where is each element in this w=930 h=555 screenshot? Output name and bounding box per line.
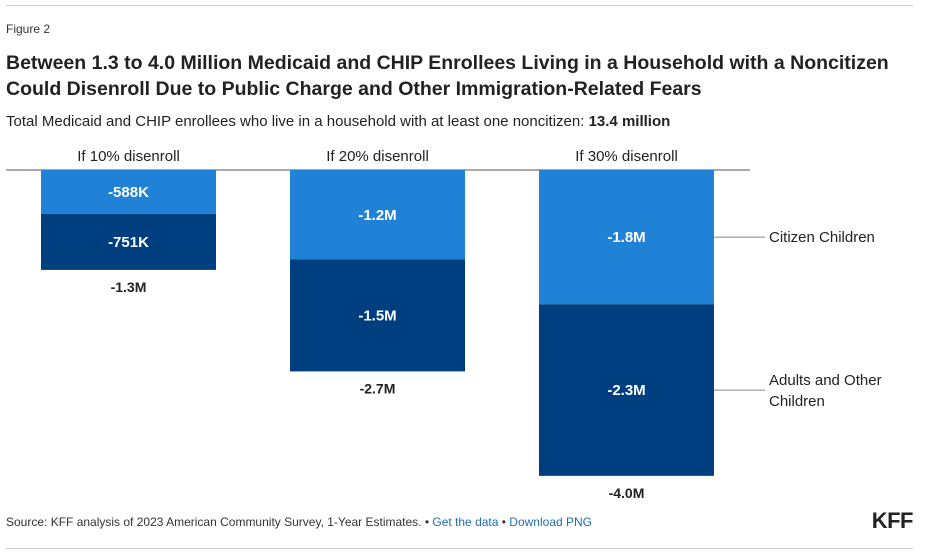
bar-segment-adults-other-children [539,304,714,476]
data-label: -588K [108,184,149,201]
category-label: If 30% disenroll [575,148,678,165]
total-label: -1.3M [111,279,147,295]
data-label: -1.2M [358,207,396,224]
subtitle-value: 13.4 million [588,113,671,130]
stacked-bar-chart: If 10% disenroll -588K -751K -1.3M If 20% di… [6,148,882,501]
source-text: Source: KFF analysis of 2023 American Co… [6,515,433,529]
source-note: Source: KFF analysis of 2023 American Co… [6,515,592,529]
data-label: -2.3M [607,382,645,399]
kff-logo: KFF [871,508,914,533]
data-label: -751K [108,234,149,251]
total-label: -4.0M [609,485,645,501]
category-label: If 10% disenroll [77,148,180,165]
legend-label-adults-other-children: Adults and Other Children [769,372,882,410]
bar-segment-citizen-children [539,170,714,305]
category-label: If 20% disenroll [326,148,429,165]
bar-segment-adults-other-children [41,213,216,270]
top-rule [6,5,913,6]
bar-segment-citizen-children [41,170,216,214]
legend-label-citizen-children: Citizen Children [769,229,875,246]
figure-label: Figure 2 [6,22,51,36]
chart-subtitle: Total Medicaid and CHIP enrollees who li… [6,113,670,130]
bar-segment-adults-other-children [290,259,465,372]
subtitle-text: Total Medicaid and CHIP enrollees who li… [6,113,589,130]
link-separator: • [498,515,510,529]
download-png-link[interactable]: Download PNG [509,515,593,529]
data-label: -1.5M [358,307,396,324]
data-label: -1.8M [607,229,645,246]
bar-segment-citizen-children [290,170,465,260]
get-data-link[interactable]: Get the data [432,515,499,529]
bottom-rule [6,548,913,549]
chart-title: Between 1.3 to 4.0 Million Medicaid and … [6,52,889,100]
total-label: -2.7M [360,380,396,396]
